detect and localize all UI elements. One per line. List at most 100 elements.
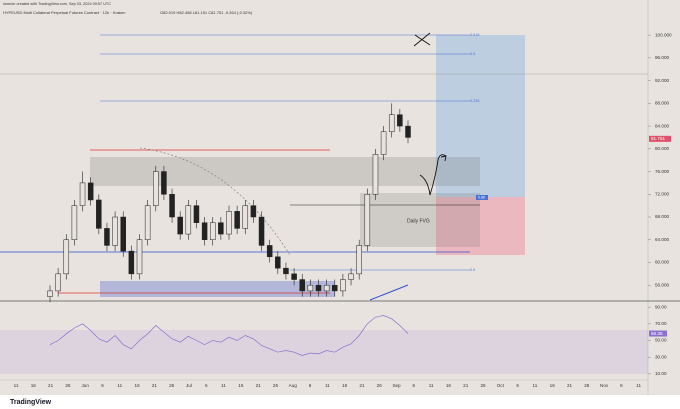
candle-body <box>242 205 249 229</box>
candle-body <box>185 205 192 235</box>
trend-line <box>369 284 409 301</box>
candle-body <box>79 182 86 206</box>
candle-body <box>153 171 159 206</box>
x-tick-label: 26 <box>169 383 175 388</box>
fib-label: 0.236 <box>470 99 480 103</box>
ratio-label: 0.88 <box>478 195 485 199</box>
candle-body <box>266 245 273 258</box>
candle-body <box>307 284 314 292</box>
candle-body <box>120 216 126 252</box>
candle-body <box>250 205 257 218</box>
x-tick-label: 11 <box>429 383 434 388</box>
x-tick-label: 21 <box>48 383 54 388</box>
y-tick-label: 80.000 <box>655 146 669 151</box>
x-tick-label: Nov <box>600 383 609 388</box>
y-tick-label: 50.00 <box>655 338 667 343</box>
y-tick-label: 84.000 <box>655 123 669 128</box>
x-tick-label: Jun <box>81 383 89 388</box>
credit: lonechr created with TradingView.com, Se… <box>3 2 111 6</box>
x-tick-label: 11 <box>221 383 226 388</box>
candle-body <box>299 279 305 292</box>
ratio-badge <box>476 195 488 200</box>
candle-body <box>71 205 78 241</box>
candle-body <box>193 205 200 223</box>
candle-body <box>397 114 403 127</box>
x-tick-label: 11 <box>14 383 19 388</box>
x-tick-label: Jul <box>186 383 192 388</box>
fvg-label: Daily FVG <box>407 218 430 224</box>
y-tick-label: 72.000 <box>655 192 669 197</box>
x-tick-label: 26 <box>377 383 383 388</box>
candle-body <box>55 273 61 292</box>
y-tick-label: 76.000 <box>655 169 669 174</box>
candle-body <box>87 182 94 201</box>
candle-body <box>364 194 371 246</box>
x-tick-label: 16 <box>446 383 452 388</box>
x-tick-label: Sep <box>392 383 401 388</box>
candle-body <box>104 228 110 246</box>
candle-body <box>161 171 167 195</box>
x-tick-label: 16 <box>238 383 244 388</box>
x-tick-label: 21 <box>256 383 262 388</box>
y-tick-label: 70.00 <box>655 321 667 326</box>
footer-bar <box>0 395 680 409</box>
candle-body <box>177 216 183 235</box>
candle-body <box>136 239 143 275</box>
daily-fvg-zone <box>360 193 480 247</box>
candle-body <box>96 199 102 229</box>
y-tick-label: 30.00 <box>655 354 667 359</box>
x-tick-label: 11 <box>636 383 641 388</box>
x-tick-label: 11 <box>533 383 538 388</box>
x-tick-label: 16 <box>31 383 37 388</box>
candle-body <box>372 154 379 195</box>
x-tick-label: Aug <box>289 383 298 388</box>
long-target-zone <box>436 35 525 197</box>
rsi-line <box>49 315 409 356</box>
x-tick-label: 6 <box>620 383 623 388</box>
y-tick-label: 68.000 <box>655 214 669 219</box>
y-tick-label: 10.00 <box>655 371 667 376</box>
fib-label: 0.5 <box>470 52 475 56</box>
candle-body <box>388 114 395 133</box>
last-price-badge <box>649 135 671 142</box>
candle-body <box>169 194 175 218</box>
x-tick-label: 21 <box>463 383 469 388</box>
y-tick-label: 100.000 <box>655 32 672 37</box>
candle-body <box>332 284 338 292</box>
candle-body <box>218 222 224 235</box>
candle-body <box>291 273 297 280</box>
candle-body <box>209 222 216 241</box>
candle-body <box>226 211 232 235</box>
x-tick-label: 6 <box>516 383 519 388</box>
x-tick-label: 16 <box>550 383 556 388</box>
candle-body <box>47 290 53 297</box>
y-tick-label: 88.000 <box>655 101 669 106</box>
fvg-zone <box>90 157 480 186</box>
candle-body <box>234 211 240 229</box>
last-price-label: 81.751 <box>651 136 665 141</box>
symbol: HYPEUSD Multi Collateral Perpetual Futur… <box>3 10 126 15</box>
x-tick-label: 21 <box>152 383 158 388</box>
y-tick-label: 60.000 <box>655 260 669 265</box>
x-tick-label: 16 <box>135 383 141 388</box>
ohlc: O82.019 H82.458 L81.151 C81.751 -0.264 (… <box>160 10 253 15</box>
candle-body <box>380 131 387 155</box>
x-tick-label: 21 <box>567 383 573 388</box>
rsi-last-label: 58.35 <box>651 331 663 336</box>
candle-body <box>112 216 118 246</box>
arrow-drawing <box>419 154 447 196</box>
x-tick-label: 6 <box>413 383 416 388</box>
y-tick-label: 92.000 <box>655 78 669 83</box>
curve-drawing <box>139 147 291 256</box>
candle-body <box>405 125 411 138</box>
candle-body <box>63 239 70 275</box>
candle-body <box>348 273 354 280</box>
candle-body <box>356 245 362 275</box>
candle-body <box>144 205 151 241</box>
fib-label: 0.618 <box>470 33 480 37</box>
y-tick-label: 90.00 <box>655 304 667 309</box>
x-tick-label: 26 <box>65 383 71 388</box>
x-tick-label: 6 <box>101 383 104 388</box>
x-tick-label: 11 <box>117 383 122 388</box>
